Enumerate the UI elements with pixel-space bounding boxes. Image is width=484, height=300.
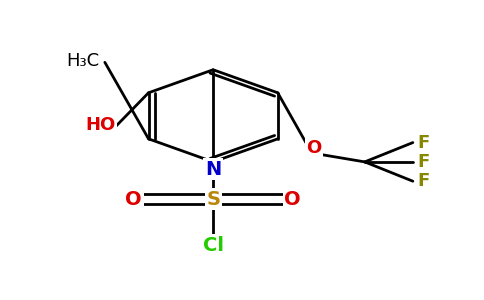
Text: HO: HO (85, 116, 115, 134)
Text: F: F (417, 153, 429, 171)
Text: Cl: Cl (203, 236, 224, 255)
Text: S: S (206, 190, 220, 208)
Text: F: F (417, 172, 429, 190)
Text: O: O (125, 190, 142, 208)
Text: O: O (306, 139, 322, 157)
Text: F: F (417, 134, 429, 152)
Text: N: N (205, 160, 221, 179)
Text: H₃C: H₃C (67, 52, 100, 70)
Text: O: O (284, 190, 301, 208)
